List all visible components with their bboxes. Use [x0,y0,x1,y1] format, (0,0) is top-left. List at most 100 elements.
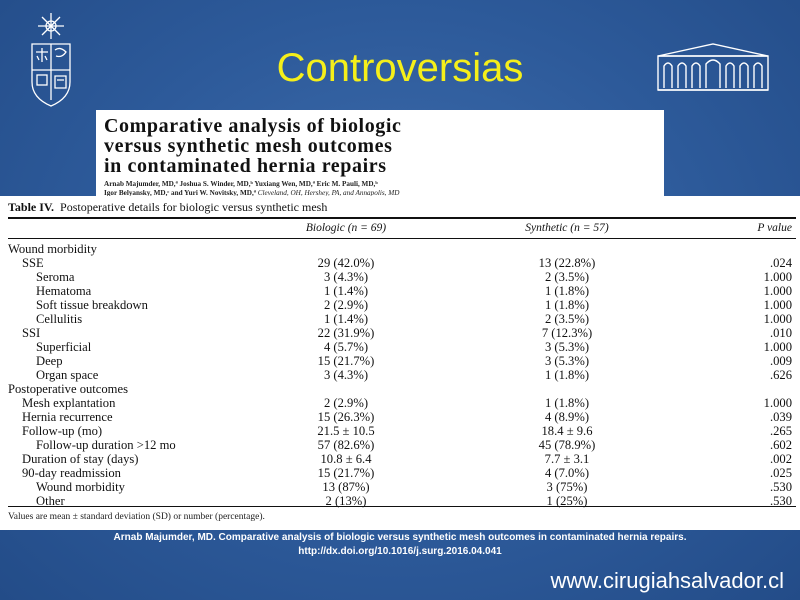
cell-biologic: 10.8 ± 6.4 [320,452,372,466]
table-row: SSE 29 (42.0%) 13 (22.8%) .024 [0,256,800,271]
cell-p-value: .009 [769,354,792,368]
row-label: Superficial [36,340,92,354]
table-row: Postoperative outcomes [0,382,800,397]
paper-title: Comparative analysis of biologic versus … [104,116,664,176]
row-label: Other [36,494,65,508]
table-row: Hematoma 1 (1.4%) 1 (1.8%) 1.000 [0,284,800,299]
cell-p-value: .025 [769,466,792,480]
table-header-row: Biologic (n = 69) Synthetic (n = 57) P v… [0,222,800,237]
cell-p-value: 1.000 [763,312,792,326]
table-row: Organ space 3 (4.3%) 1 (1.8%) .626 [0,368,800,383]
table-row: Hernia recurrence 15 (26.3%) 4 (8.9%) .039 [0,410,800,425]
row-label: SSE [22,256,44,270]
cell-biologic: 3 (4.3%) [323,270,369,284]
table-top-rule [8,217,796,219]
cell-biologic: 21.5 ± 10.5 [317,424,375,438]
cell-p-value: .626 [769,368,792,382]
cell-p-value: 1.000 [763,298,792,312]
row-label: Hernia recurrence [22,410,113,424]
university-crest-logo [31,13,71,107]
authors-line: Arnab Majumder, MD,ª Joshua S. Winder, M… [104,180,378,188]
cell-biologic: 2 (2.9%) [323,298,369,312]
paper-authors: Arnab Majumder, MD,ª Joshua S. Winder, M… [104,180,664,198]
authors-names: Igor Belyansky, MD,ᶜ and Yuri W. Novitsk… [104,189,256,197]
cell-biologic: 1 (1.4%) [323,312,369,326]
cell-p-value: .602 [769,438,792,452]
table-bottom-rule [8,506,796,507]
cell-p-value: .002 [769,452,792,466]
cell-synthetic: 1 (1.8%) [544,368,590,382]
table-caption: Table IV. Postoperative details for biol… [8,200,327,215]
cell-biologic: 15 (21.7%) [317,354,375,368]
row-label: Soft tissue breakdown [36,298,148,312]
header-p-value: P value [757,222,792,234]
row-label: 90-day readmission [22,466,121,480]
cell-synthetic: 1 (25%) [546,494,588,508]
cell-biologic: 3 (4.3%) [323,368,369,382]
table-row: Follow-up duration >12 mo 57 (82.6%) 45 (7… [0,438,800,453]
row-label: Duration of stay (days) [22,452,139,466]
authors-line: Igor Belyansky, MD,ᶜ and Yuri W. Novitsk… [104,189,664,198]
citation-doi: http://dx.doi.org/10.1016/j.surg.2016.04… [298,546,502,557]
cell-p-value: 1.000 [763,270,792,284]
row-label: SSI [22,326,41,340]
table-row: Cellulitis 1 (1.4%) 2 (3.5%) 1.000 [0,312,800,327]
cell-synthetic: 3 (75%) [546,480,588,494]
cell-biologic: 57 (82.6%) [317,438,375,452]
cell-biologic: 2 (13%) [325,494,367,508]
header-biologic: Biologic (n = 69) [305,222,387,234]
cell-synthetic: 4 (8.9%) [544,410,590,424]
cell-synthetic: 13 (22.8%) [538,256,596,270]
paper-title-line: versus synthetic mesh outcomes [104,135,393,157]
cell-synthetic: 3 (5.3%) [544,340,590,354]
table-footnote: Values are mean ± standard deviation (SD… [8,512,265,522]
table-row: Deep 15 (21.7%) 3 (5.3%) .009 [0,354,800,369]
header-synthetic: Synthetic (n = 57) [525,222,609,234]
row-label: Postoperative outcomes [8,382,128,396]
table-row: Wound morbidity [0,242,800,257]
cell-biologic: 4 (5.7%) [323,340,369,354]
cell-synthetic: 4 (7.0%) [544,466,590,480]
table-row: Soft tissue breakdown 2 (2.9%) 1 (1.8%) 1.0… [0,298,800,313]
cell-p-value: .265 [769,424,792,438]
cell-synthetic: 7.7 ± 3.1 [544,452,590,466]
table-row: Wound morbidity 13 (87%) 3 (75%) .530 [0,480,800,495]
cell-synthetic: 45 (78.9%) [538,438,596,452]
cell-biologic: 13 (87%) [322,480,370,494]
table-row: SSI 22 (31.9%) 7 (12.3%) .010 [0,326,800,341]
table-caption-text: Postoperative details for biologic versu… [60,200,328,214]
row-label: Organ space [36,368,99,382]
row-label: Cellulitis [36,312,83,326]
table-row: Other 2 (13%) 1 (25%) .530 [0,494,800,509]
cell-synthetic: 7 (12.3%) [541,326,593,340]
row-label: Follow-up (mo) [22,424,103,438]
row-label: Wound morbidity [36,480,125,494]
cell-synthetic: 18.4 ± 9.6 [541,424,593,438]
table-row: Follow-up (mo) 21.5 ± 10.5 18.4 ± 9.6 .265 [0,424,800,439]
paper-header-clipping: Comparative analysis of biologic versus … [96,110,664,202]
building-logo [657,43,769,91]
table-row: Seroma 3 (4.3%) 2 (3.5%) 1.000 [0,270,800,285]
table-row: Duration of stay (days) 10.8 ± 6.4 7.7 ± 3… [0,452,800,467]
cell-p-value: .530 [769,494,792,508]
cell-biologic: 1 (1.4%) [323,284,369,298]
cell-synthetic: 1 (1.8%) [544,298,590,312]
cell-biologic: 29 (42.0%) [317,256,375,270]
cell-biologic: 15 (21.7%) [317,466,375,480]
results-table: Table IV. Postoperative details for biol… [0,196,800,530]
cell-synthetic: 1 (1.8%) [544,284,590,298]
paper-title-line: Comparative analysis of biologic [104,115,402,137]
website-url: www.cirugiahsalvador.cl [550,568,784,593]
table-row: Superficial 4 (5.7%) 3 (5.3%) 1.000 [0,340,800,355]
cell-synthetic: 2 (3.5%) [544,270,590,284]
cell-p-value: 1.000 [763,340,792,354]
row-label: Deep [36,354,63,368]
authors-places: Cleveland, OH, Hershey, PA, and Annapoli… [255,189,400,197]
table-row: 90-day readmission 15 (21.7%) 4 (7.0%) .025 [0,466,800,481]
citation-line: Arnab Majumder, MD. Comparative analysis… [113,532,687,543]
table-row: Mesh explantation 2 (2.9%) 1 (1.8%) 1.000 [0,396,800,411]
cell-biologic: 15 (26.3%) [317,410,375,424]
row-label: Mesh explantation [22,396,116,410]
cell-p-value: .010 [769,326,792,340]
slide-title: Controversias [276,46,524,90]
